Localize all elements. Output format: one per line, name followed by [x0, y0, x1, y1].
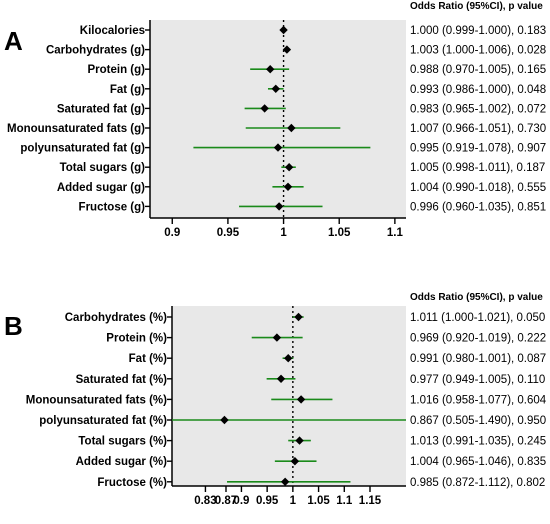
panel-b-point-estimate: [284, 354, 293, 363]
panel-b-label: B: [4, 311, 23, 341]
panel-b-row-label: Saturated fat (%): [76, 374, 168, 386]
panel-b-x-tick-label: 0.83: [194, 495, 216, 507]
panel-a-x-tick-label: 1.1: [387, 227, 404, 239]
panel-a-row-label: Added sugar (g): [57, 182, 145, 194]
panel-a-x-tick-label: 0.95: [217, 227, 240, 239]
panel-a-point-estimate: [282, 45, 292, 54]
panel-b-or-text: 0.867 (0.505-1.490), 0.950: [410, 415, 546, 427]
panel-a-row-label: Monounsaturated fats (g): [7, 123, 145, 135]
panel-b-row-label: Fructose (%): [97, 477, 167, 489]
panel-b-point-estimate: [296, 395, 306, 404]
panel-a-or-text: 0.993 (0.986-1.000), 0.048: [410, 84, 546, 96]
panel-b-point-estimate: [295, 436, 304, 445]
panel-b-row-label: Added sugar (%): [76, 456, 168, 468]
panel-b-or-text: 0.977 (0.949-1.005), 0.110: [410, 374, 545, 386]
panel-a-point-estimate: [284, 163, 294, 172]
panel-b-x-tick-label: 0.9: [233, 495, 249, 507]
panel-a-row-label: Fructose (g): [79, 201, 146, 213]
panel-b-point-estimate: [290, 457, 300, 466]
panel-b-or-text: 0.969 (0.920-1.019), 0.222: [410, 333, 546, 345]
panel-b-plot-area: [172, 306, 406, 486]
panel-a-or-text: 0.983 (0.965-1.002), 0.072: [410, 103, 546, 115]
panel-a-point-estimate: [266, 65, 275, 74]
panel-b-or-text: 1.011 (1.000-1.021), 0.050: [410, 312, 545, 324]
panel-a-row-label: Carbohydrates (g): [46, 45, 145, 57]
panel-b-row-label: Fat (%): [129, 353, 168, 365]
panel-b-row-label: Protein (%): [106, 333, 167, 345]
panel-a-x-tick-label: 1.05: [328, 227, 351, 239]
panel-a-point-estimate: [271, 84, 280, 93]
panel-a-or-text: 0.988 (0.970-1.005), 0.165: [410, 64, 546, 76]
panel-a-row-label: Protein (g): [88, 64, 146, 76]
panel-b-x-tick-label: 0.95: [256, 495, 279, 507]
panel-b-point-estimate: [294, 312, 303, 322]
panel-b-x-tick-label: 1: [290, 495, 297, 507]
panel-a-or-text: 1.007 (0.966-1.051), 0.730: [410, 123, 546, 135]
panel-a-row-label: Saturated fat (g): [57, 103, 145, 115]
panel-a-plot-area: [150, 20, 406, 218]
panel-a-or-text: 0.995 (0.919-1.078), 0.907: [410, 143, 546, 155]
panel-a-row-label: Kilocalories: [80, 25, 145, 37]
panel-b-or-text: 0.985 (0.872-1.112), 0.802: [410, 477, 545, 489]
panel-a-or-text: 1.003 (1.000-1.006), 0.028: [410, 45, 546, 57]
panel-b-row-label: Total sugars (%): [78, 436, 167, 448]
panel-b-or-text: 0.991 (0.980-1.001), 0.087: [410, 353, 546, 365]
panel-b-row-label: Monounsaturated fats (%): [26, 394, 167, 406]
panel-b-x-tick-label: 1.15: [359, 495, 382, 507]
panel-b-or-text: 1.004 (0.965-1.046), 0.835: [410, 456, 546, 468]
panel-b-column-header: Odds Ratio (95%CI), p value: [410, 292, 543, 303]
panel-a-or-text: 1.005 (0.998-1.011), 0.187: [410, 162, 545, 174]
panel-a-row-label: polyunsaturated fat (g): [20, 143, 145, 155]
panel-a-row-label: Total sugars (g): [60, 162, 146, 174]
panel-a-point-estimate: [287, 123, 296, 133]
panel-b-or-text: 1.016 (0.958-1.077), 0.604: [410, 394, 547, 406]
panel-a-or-text: 0.996 (0.960-1.035), 0.851: [410, 201, 546, 213]
panel-b-point-estimate: [276, 374, 286, 383]
panel-b-point-estimate: [272, 333, 282, 342]
panel-b-row-label: Carbohydrates (%): [65, 312, 167, 324]
panel-a-or-text: 1.000 (0.999-1.000), 0.183: [410, 25, 546, 37]
panel-a-x-tick-label: 1: [280, 227, 287, 239]
panel-a-column-header: Odds Ratio (95%CI), p value: [410, 1, 543, 12]
panel-b-row-label: polyunsaturated fat (%): [39, 415, 167, 427]
panel-b-point-estimate: [220, 415, 229, 425]
panel-b-point-estimate: [280, 477, 290, 486]
panel-b-x-tick-label: 1.1: [336, 495, 353, 507]
panel-a-row-label: Fat (g): [110, 84, 145, 96]
panel-a-point-estimate: [283, 182, 293, 191]
panel-b-x-tick-label: 0.87: [215, 495, 237, 507]
panel-a-or-text: 1.004 (0.990-1.018), 0.555: [410, 182, 546, 194]
panel-b-x-tick-label: 1.05: [307, 495, 330, 507]
panel-a-point-estimate: [260, 104, 269, 113]
panel-a-point-estimate: [279, 25, 288, 35]
panel-a-x-tick-label: 0.9: [164, 227, 180, 239]
panel-b-or-text: 1.013 (0.991-1.035), 0.245: [410, 436, 546, 448]
panel-a-point-estimate: [274, 202, 284, 211]
panel-a-point-estimate: [273, 143, 283, 152]
panel-a-label: A: [4, 26, 23, 56]
